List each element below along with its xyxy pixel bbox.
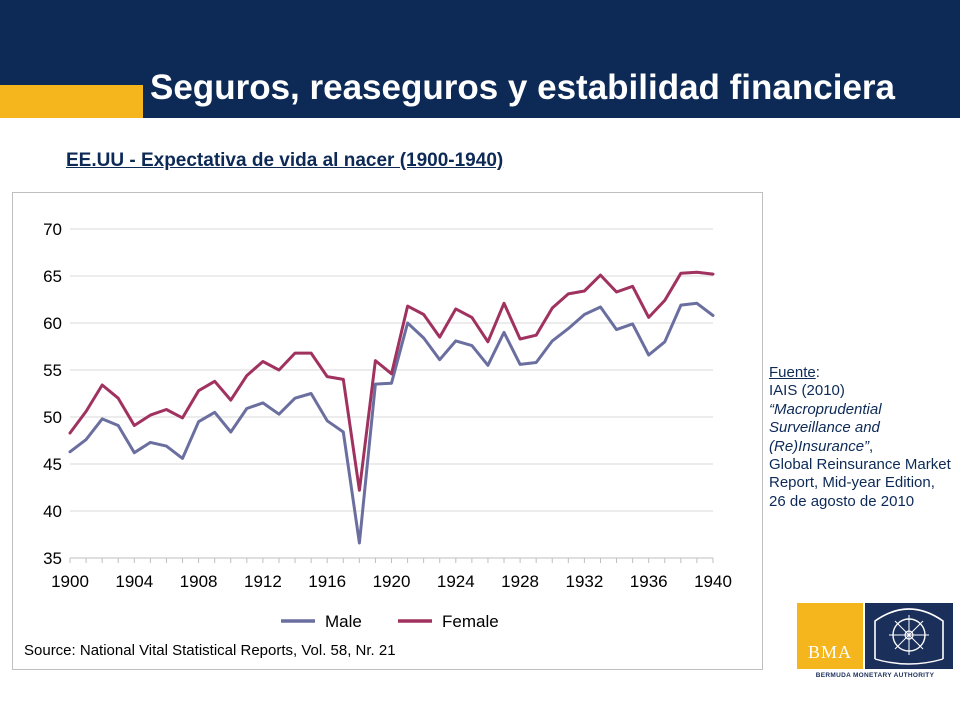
fuente-line-4: 26 de agosto de 2010: [769, 492, 915, 510]
chart-source-note: Source: National Vital Statistical Repor…: [24, 642, 396, 659]
chart-frame: 35 40 45 50 55 60 65 70 1900 1904 1908 1912 1916 1920…: [12, 192, 763, 670]
x-tick-label: 1908: [180, 572, 218, 591]
y-tick-label: 70: [43, 220, 62, 239]
fuente-line-3: Global Reinsurance Market Report, Mid-ye…: [769, 456, 951, 492]
x-tick-label: 1920: [373, 572, 411, 591]
x-tick-label: 1916: [308, 572, 346, 591]
bma-logo: BMA BERMUDA MONETARY AUTHORITY: [797, 603, 953, 703]
y-tick-label: 60: [43, 314, 62, 333]
fuente-label: Fuente: [769, 364, 816, 381]
x-tick-label: 1940: [694, 572, 732, 591]
logo-text: BMA: [807, 642, 852, 662]
y-tick-label: 65: [43, 267, 62, 286]
x-tick-label: 1924: [437, 572, 475, 591]
slide-title: Seguros, reaseguros y estabilidad financ…: [150, 68, 895, 107]
legend-label-female: Female: [442, 612, 499, 631]
logo-caption: BERMUDA MONETARY AUTHORITY: [815, 672, 935, 679]
y-tick-label: 55: [43, 361, 62, 380]
fuente-line-2-suffix: ,: [869, 437, 874, 455]
fuente-line-2: “Macroprudential Surveillance and (Re)In…: [769, 400, 882, 455]
chart-subtitle: EE.UU - Expectativa de vida al nacer (19…: [66, 150, 504, 171]
legend-label-male: Male: [325, 612, 362, 631]
series-line-female: [68, 270, 715, 492]
fuente-line-1: IAIS (2010): [769, 382, 845, 400]
header-bar: [0, 0, 960, 118]
life-expectancy-chart: 35 40 45 50 55 60 65 70 1900 1904 1908 1912 1916 1920…: [43, 220, 732, 631]
x-tick-label: 1936: [630, 572, 668, 591]
logo-compass-block: [865, 603, 953, 669]
series-line-male: [68, 301, 715, 545]
x-tick-label: 1900: [51, 572, 89, 591]
compass-icon: [874, 608, 944, 665]
y-tick-label: 50: [43, 408, 62, 427]
x-tick-label: 1932: [565, 572, 603, 591]
y-tick-label: 40: [43, 502, 62, 521]
header-accent-bar: [0, 85, 143, 118]
x-tick-label: 1928: [501, 572, 539, 591]
logo-gold-block: BMA: [797, 603, 863, 669]
fuente-colon: :: [815, 364, 820, 381]
source-citation: Fuente: IAIS (2010) “Macroprudential Sur…: [769, 364, 957, 511]
x-tick-label: 1912: [244, 572, 282, 591]
y-tick-label: 45: [43, 455, 62, 474]
y-tick-label: 35: [43, 549, 62, 568]
x-tick-label: 1904: [115, 572, 153, 591]
